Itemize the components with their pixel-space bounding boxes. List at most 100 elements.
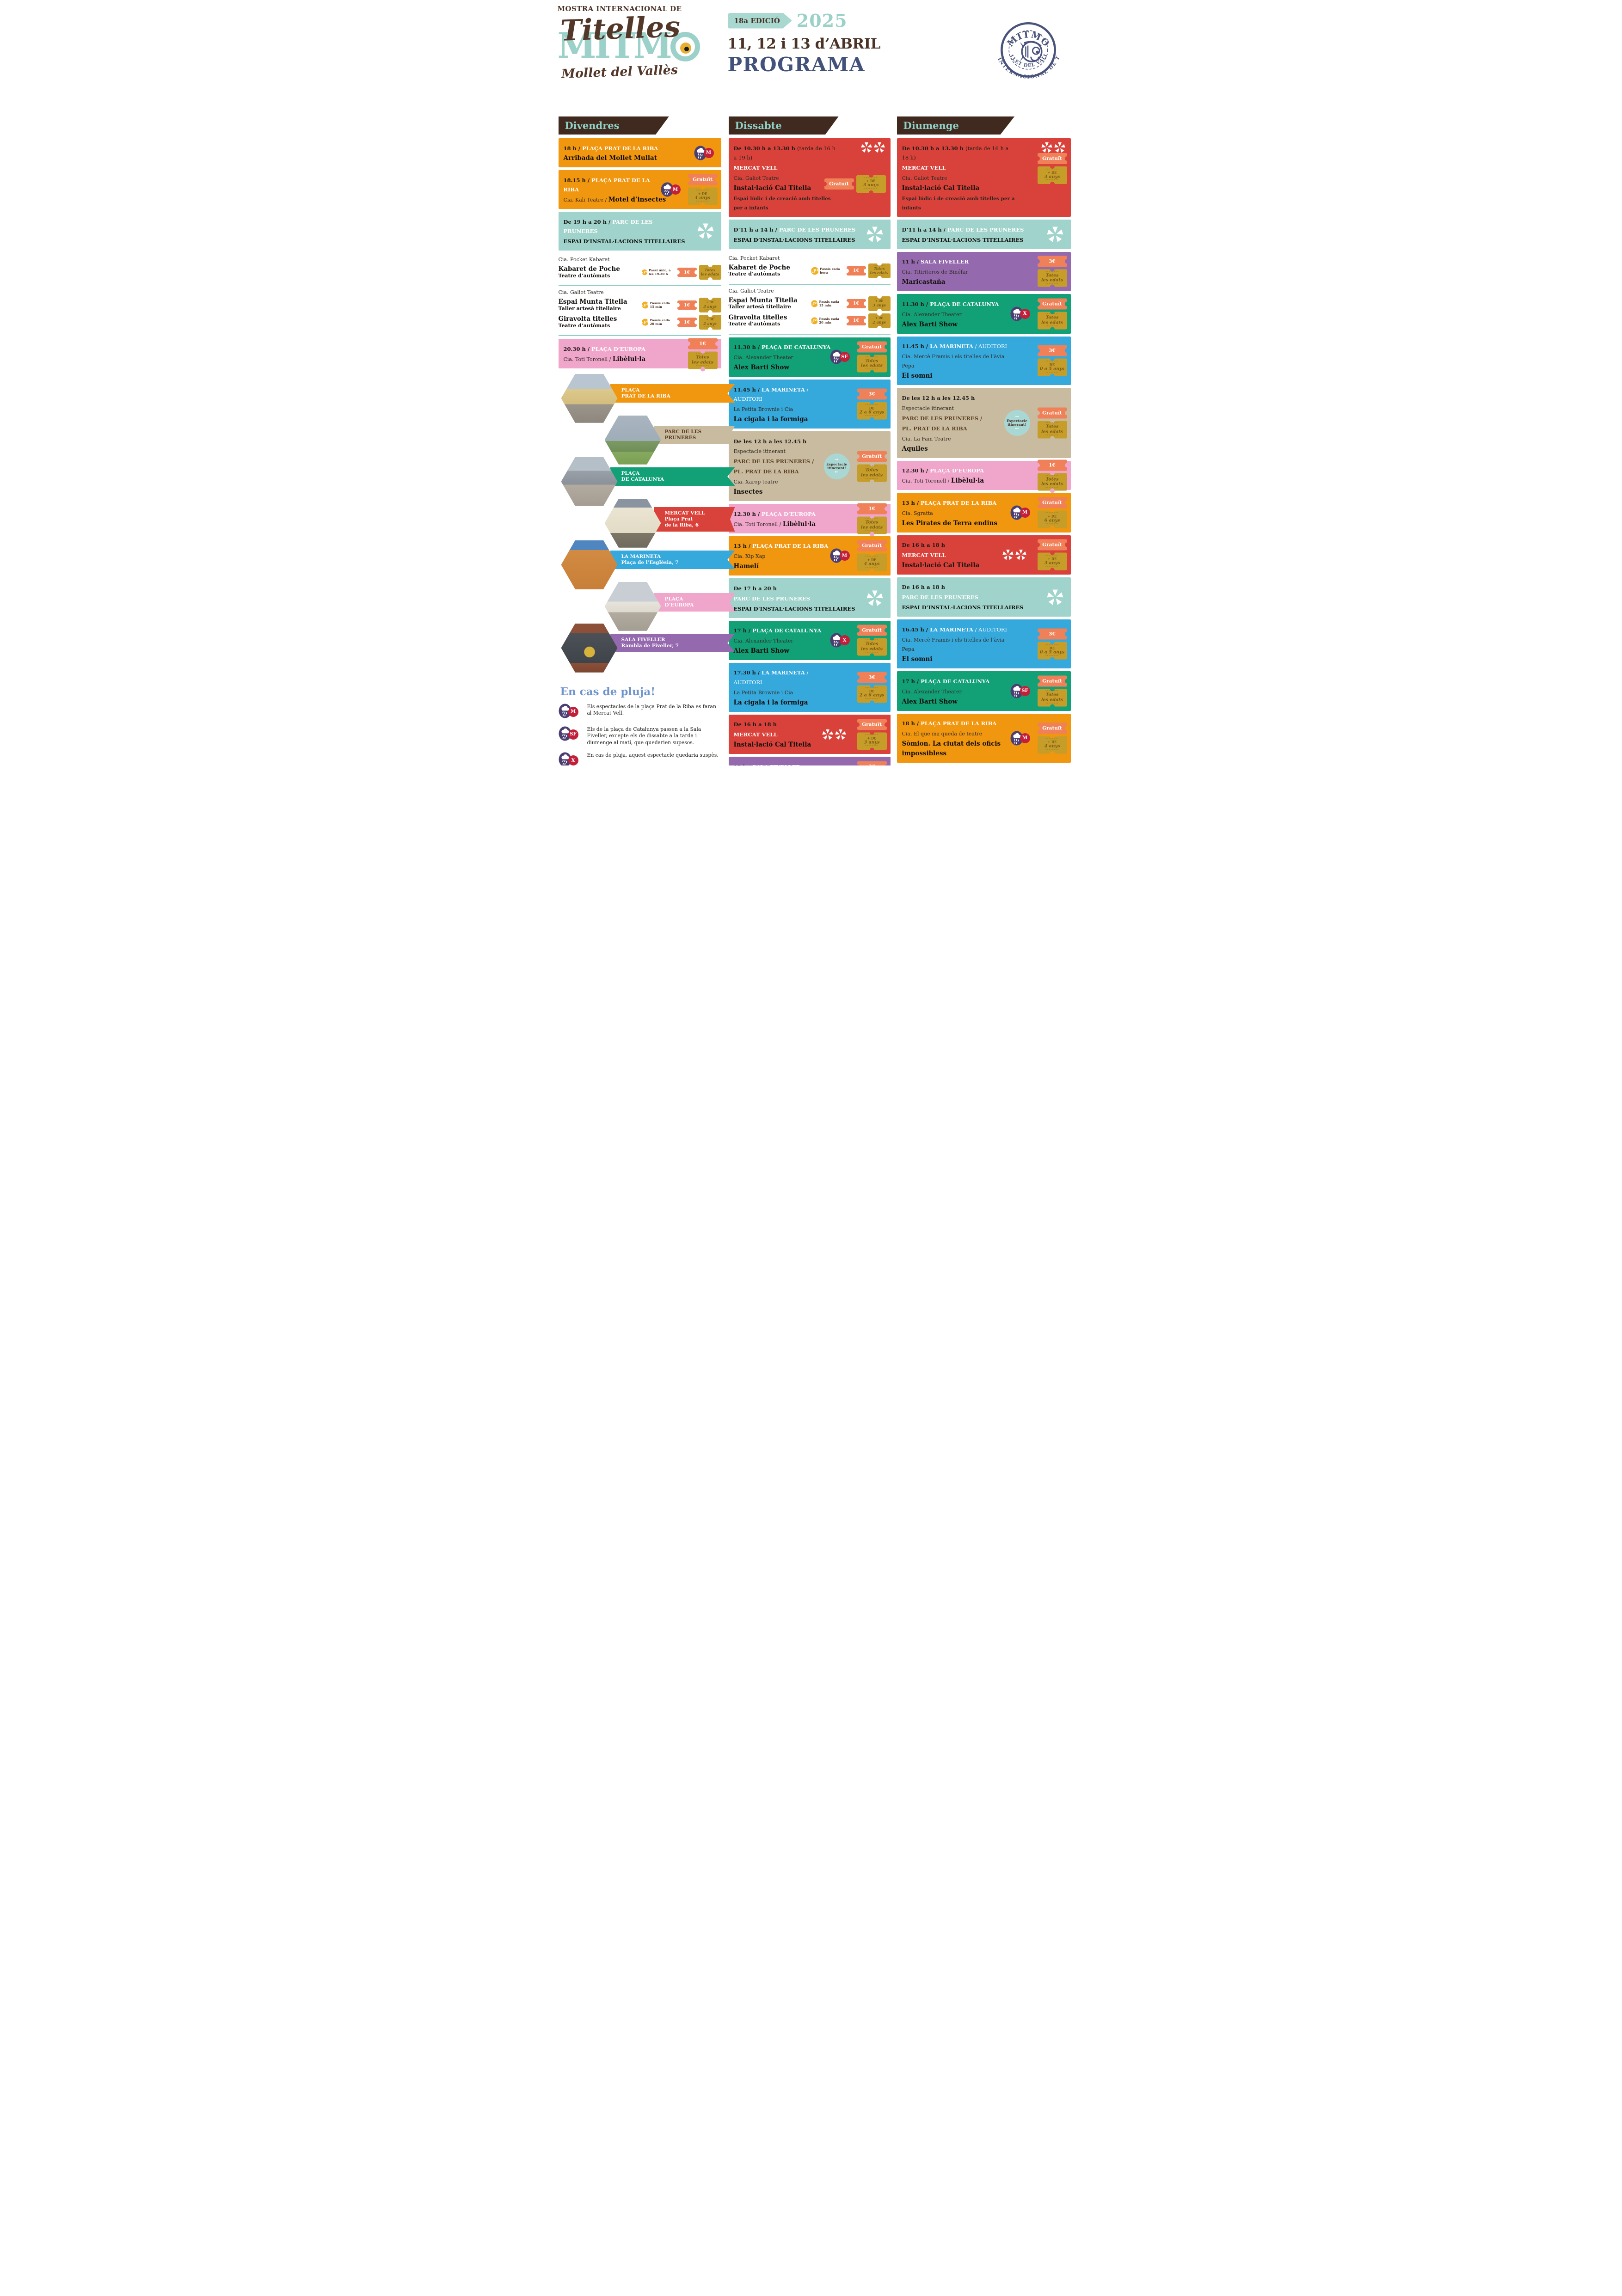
- group-section: Cia. Galiot Teatre Espai Munta Titella Tal…: [728, 285, 891, 335]
- age-ticket: ******** Totes les edats ********: [699, 265, 721, 280]
- age-ticket: ******** Totes les edats ********: [857, 464, 887, 482]
- event-time: De 16 h a 18 h: [902, 542, 946, 549]
- svg-text:P: P: [813, 318, 816, 323]
- event-text: 17 h / PLAÇA DE CATALUNYA Cia. Alexander …: [734, 625, 836, 655]
- event-ti: Arribada del Mollet Mullat: [563, 154, 657, 162]
- passes-icon: P: [811, 317, 818, 325]
- event-text: 11.30 h / PLAÇA DE CATALUNYA Cia. Alexand…: [902, 299, 1016, 329]
- group-section: Cia. Galiot Teatre Espai Munta Titella Tal…: [558, 286, 721, 337]
- event-co: Cia. Alexander Theater: [733, 355, 793, 361]
- asterisk-icon: [1015, 550, 1026, 560]
- asterisk-icons: [1046, 226, 1063, 243]
- event-ti: Instal·lació Cal Titella: [902, 184, 980, 192]
- event-co: Cia. Galiot Teatre: [902, 175, 947, 181]
- festival-dates: 11, 12 i 13 d’ABRIL: [727, 36, 881, 52]
- rain-cloud-icon: [1010, 731, 1023, 746]
- rain-item-text: En cas de pluja, aquest espectacle queda…: [587, 752, 719, 759]
- brand-title-titelles: Titelles: [559, 9, 681, 48]
- event-co: Cia. Alexander Theater: [902, 311, 962, 318]
- show-title: Kabaret de Poche: [728, 263, 790, 271]
- sala-fiveller-badge-icon: SF: [568, 729, 578, 740]
- event-time: De les 12 h a les 12.45 h: [733, 438, 807, 445]
- location-name-line: PLAÇA: [621, 387, 640, 393]
- location-name-line: SALA FIVELLER: [621, 637, 665, 643]
- event-text: 13 h / PLAÇA PRAT DE LA RIBA Cia. Sgratta…: [902, 498, 1016, 527]
- badge-m-icon: M: [839, 551, 850, 561]
- tickets: Gratuït ******** Totes les edats ********: [857, 451, 887, 482]
- mercat-vell-badge-icon: M: [568, 706, 578, 717]
- location-ribbon: PLAÇA PRAT DE LA RIBA: [610, 384, 735, 403]
- event-text: 18 h / PLAÇA PRAT DE LA RIBA Cia. El que …: [902, 718, 1016, 758]
- event-loc: PLAÇA DE CATALUNYA: [930, 300, 999, 307]
- event-loc: PLAÇA D’EUROPA: [930, 467, 984, 474]
- price-ticket: Gratuït: [1037, 497, 1067, 508]
- location-ribbon: SALA FIVELLER Rambla de Fiveller, 7: [610, 633, 735, 652]
- show-row: Kabaret de Poche Teatre d’autòmats P Passi …: [559, 265, 721, 280]
- event-block: D’11 h a 14 h / PARC DE LES PRUNERES ESPA…: [728, 220, 891, 249]
- edition-badge: 18a EDICIÓ: [727, 12, 792, 29]
- tickets: Gratuït ******** + DE 3 anys ********: [1037, 539, 1067, 570]
- group-section: Cia. Pocket Kabaret Kabaret de Poche Teatr…: [728, 252, 891, 285]
- weather-icons: M: [1010, 731, 1030, 746]
- event-co: Cia. Mercè Framis i els titelles de l’àv…: [902, 637, 1005, 653]
- event-block: 11.45 h / LA MARINETA / AUDITORI La Petit…: [728, 380, 891, 429]
- pass-label: Passis cada 20 min: [650, 318, 670, 326]
- event-co: Cia. Toti Toronell /: [733, 521, 783, 527]
- svg-text:P: P: [644, 303, 646, 307]
- event-ti: Les Pirates de Terra endins: [902, 519, 998, 527]
- rain-item-text: Els de la plaça de Catalunya passen a la…: [587, 726, 701, 746]
- rain-cloud-icon: [694, 146, 707, 160]
- event-ti: Alex Barti Show: [902, 320, 958, 328]
- company-name: Cia. Galiot Teatre: [558, 289, 604, 296]
- event-ti: El somni: [902, 372, 933, 380]
- badge-m-icon: M: [1020, 507, 1030, 518]
- page-title: PROGRAMA: [727, 53, 866, 76]
- svg-text:P: P: [813, 269, 816, 274]
- age-ticket: ******** Totes les edats ********: [1037, 269, 1067, 287]
- event-text: De les 12 h a les 12.45 h Espectacle itin…: [902, 393, 1016, 453]
- event-time: 18.15 h /: [563, 177, 592, 184]
- tickets: Gratuït ******** + DE 3 anys ********: [1037, 153, 1067, 184]
- brand-mitmo-text: MITM: [557, 24, 672, 66]
- pass-label: Passis cada hora: [820, 267, 840, 275]
- event-time: 11.45 h /: [733, 386, 762, 393]
- event-loc2: / AUDITORI: [973, 343, 1008, 350]
- cancelled-badge-icon: X: [568, 755, 578, 765]
- brand-kicker: MOSTRA INTERNACIONAL DE: [557, 5, 682, 13]
- tickets: Gratuït ******** Totes les edats ********: [1037, 675, 1067, 707]
- badge-sf-icon: SF: [839, 352, 850, 362]
- asterisk-icon: [866, 590, 883, 606]
- location-name-line: PLAÇA: [664, 596, 683, 602]
- event-text: 11.30 h / PLAÇA DE CATALUNYA Cia. Alexand…: [734, 342, 836, 372]
- event-ti: Instal·lació Cal Titella: [733, 741, 811, 749]
- location-name-line: LA MARINETA: [621, 553, 661, 559]
- location-name-line: PARC DE LES: [664, 429, 702, 435]
- event-block: 13 h / PLAÇA PRAT DE LA RIBA Cia. Sgratta…: [897, 493, 1071, 533]
- event-co: Cia. Toti Toronell /: [902, 478, 951, 484]
- event-co: Cia. Toti Toronell /: [563, 356, 613, 362]
- location-ribbon: LA MARINETA Plaça de l’Església, 7: [610, 550, 735, 569]
- location-name-line: Rambla de Fiveller, 7: [621, 643, 679, 649]
- age-ticket: ******** + DE 2 anys ********: [699, 315, 721, 330]
- event-time: 11.30 h /: [733, 344, 762, 351]
- age-ticket: ******** + DE 3 anys ********: [856, 175, 886, 193]
- group-section: Cia. Pocket Kabaret Kabaret de Poche Teatr…: [558, 253, 721, 287]
- itinerant-badge: → Espectacle itinerant! ←: [823, 453, 850, 479]
- rain-cloud-icon: [661, 182, 673, 197]
- rain-cloud-icon: [559, 704, 571, 718]
- event-ti: Libèlul·la: [782, 520, 816, 528]
- event-ti: Sòmion. La ciutat dels oficis impossible…: [902, 740, 1001, 757]
- event-lb: PARC DE LES PRUNERES /: [733, 458, 814, 465]
- badge-x-icon: X: [1020, 308, 1030, 319]
- tickets: 3€ ******** DE 0 a 5 anys ********: [1037, 628, 1067, 660]
- event-block: D’11 h a 14 h / PARC DE LES PRUNERES ESPA…: [897, 220, 1071, 249]
- age-ticket: ******** DE 2 a 6 anys ********: [857, 402, 887, 420]
- event-text: D’11 h a 14 h / PARC DE LES PRUNERES ESPA…: [902, 225, 1037, 244]
- event-ti: Motel d’insectes: [608, 196, 666, 204]
- tickets: 3€ ******** DE 2 a 6 anys ********: [857, 388, 887, 420]
- age-ticket: ******** Totes les edats ********: [1037, 473, 1067, 491]
- age-ticket: ******** DE 2 a 6 anys ********: [857, 685, 887, 703]
